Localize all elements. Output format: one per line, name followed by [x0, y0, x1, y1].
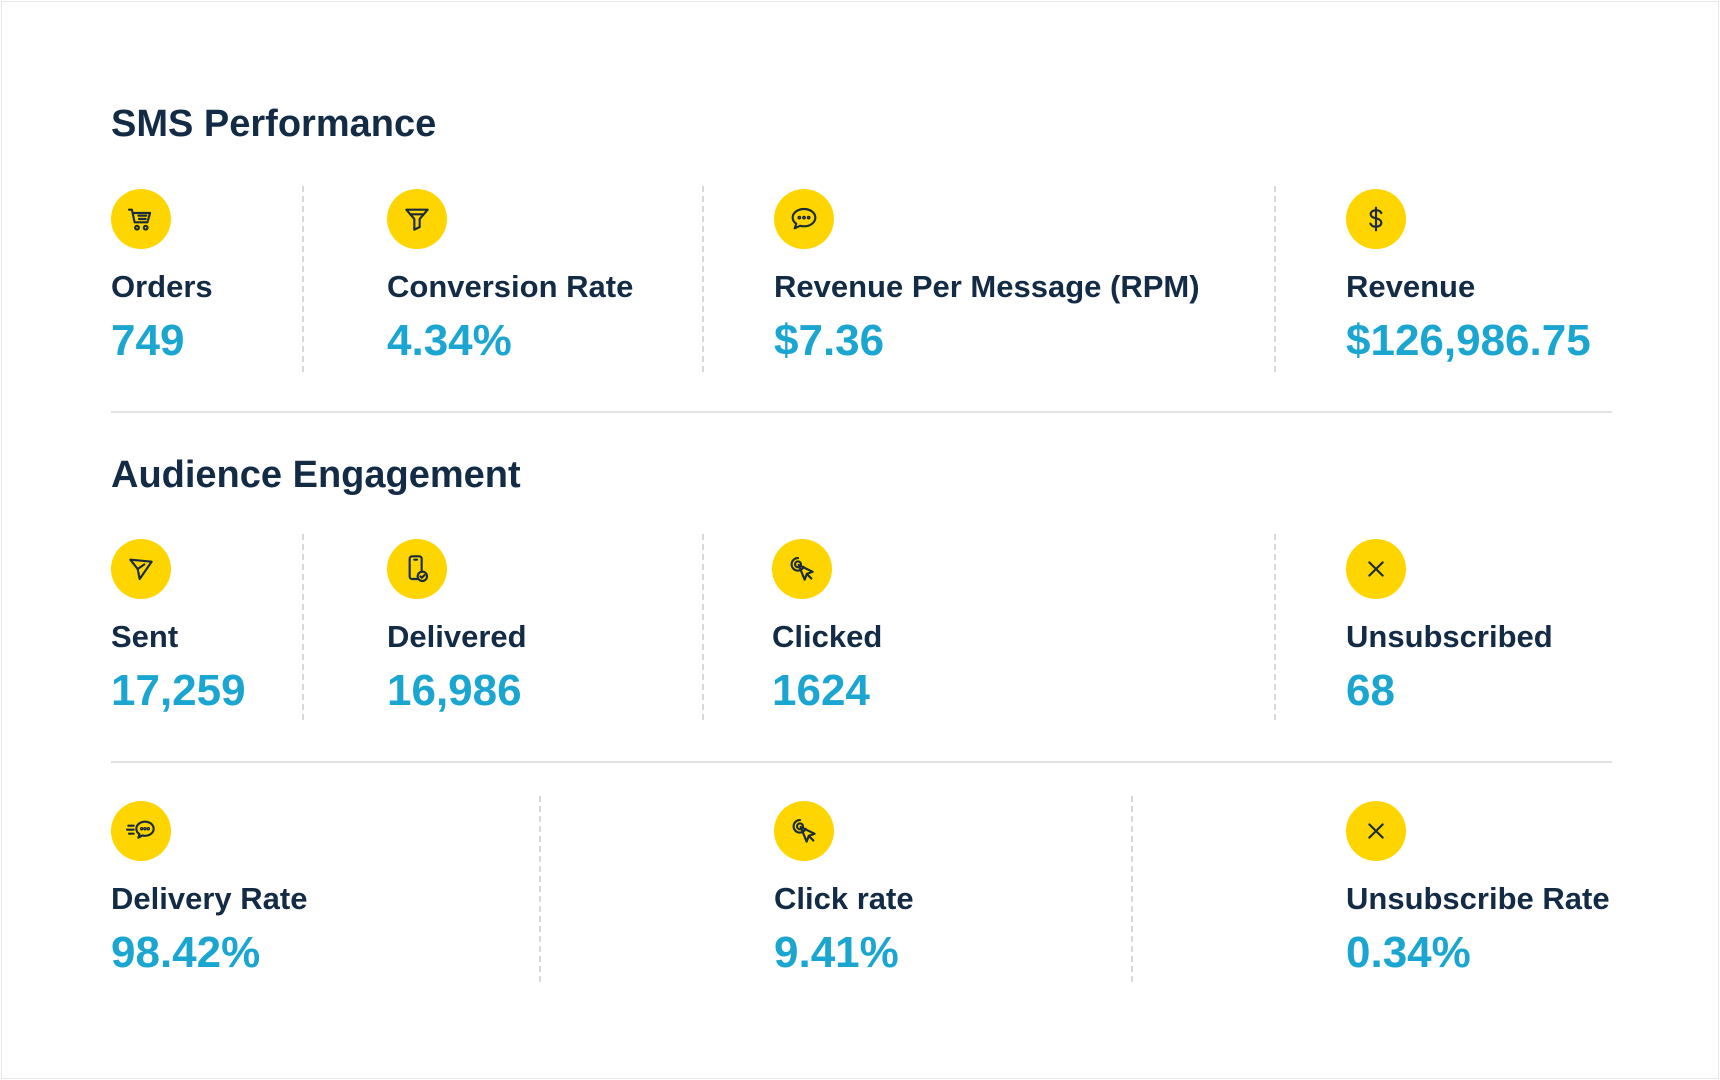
column-divider [702, 186, 704, 372]
metric-value: $7.36 [774, 316, 885, 365]
metric-label: Delivery Rate [111, 881, 308, 916]
dollar-icon [1346, 189, 1406, 249]
column-divider [302, 186, 304, 372]
fast-message-icon [111, 801, 171, 861]
metric-value: 9.41% [774, 928, 899, 977]
close-icon [1346, 801, 1406, 861]
metric-label: Delivered [387, 619, 527, 654]
metric-label: Unsubscribe Rate [1346, 881, 1610, 916]
cursor-click-icon [774, 801, 834, 861]
section-title-sms-performance: SMS Performance [111, 103, 437, 145]
metric-value: $126,986.75 [1346, 316, 1591, 365]
metric-value: 0.34% [1346, 928, 1471, 977]
section-divider [111, 761, 1612, 763]
metric-label: Unsubscribed [1346, 619, 1553, 654]
metric-value: 16,986 [387, 666, 522, 715]
metric-value: 749 [111, 316, 185, 365]
metric-value: 68 [1346, 666, 1395, 715]
chat-bubble-icon [774, 189, 834, 249]
cart-icon [111, 189, 171, 249]
metric-label: Clicked [772, 619, 883, 654]
metric-value: 98.42% [111, 928, 261, 977]
column-divider [1274, 186, 1276, 372]
metric-label: Sent [111, 619, 179, 654]
metric-label: Conversion Rate [387, 269, 634, 304]
phone-check-icon [387, 539, 447, 599]
metric-value: 4.34% [387, 316, 512, 365]
column-divider [302, 534, 304, 720]
send-icon [111, 539, 171, 599]
section-title-audience-engagement: Audience Engagement [111, 454, 521, 496]
close-icon [1346, 539, 1406, 599]
metric-label: Revenue [1346, 269, 1476, 304]
cursor-click-icon [772, 539, 832, 599]
metric-label: Revenue Per Message (RPM) [774, 269, 1200, 304]
column-divider [539, 796, 541, 982]
metric-value: 1624 [772, 666, 870, 715]
column-divider [702, 534, 704, 720]
section-divider [111, 411, 1612, 413]
funnel-icon [387, 189, 447, 249]
column-divider [1131, 796, 1133, 982]
metric-value: 17,259 [111, 666, 246, 715]
metric-label: Click rate [774, 881, 914, 916]
column-divider [1274, 534, 1276, 720]
metric-label: Orders [111, 269, 213, 304]
